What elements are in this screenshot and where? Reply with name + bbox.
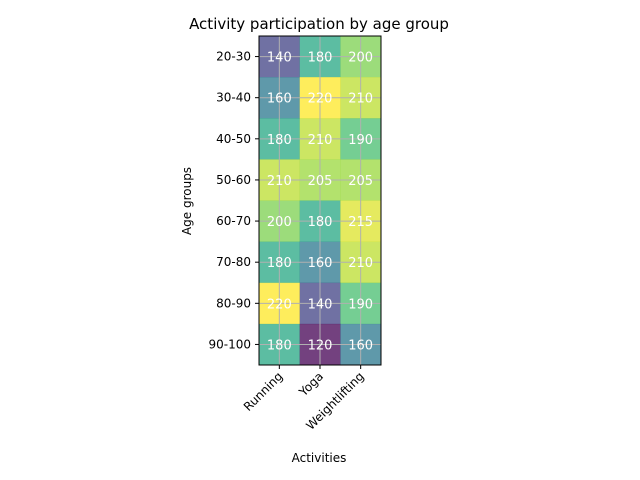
cell-value-label: 210: [308, 133, 333, 148]
cell-value-label: 180: [308, 215, 333, 230]
cell-value-label: 190: [348, 297, 373, 312]
cell-value-label: 210: [348, 92, 373, 107]
cell-value-label: 210: [348, 256, 373, 271]
y-tick-label: 50-60: [216, 173, 251, 187]
cell-value-label: 140: [308, 297, 333, 312]
cell-value-label: 180: [267, 133, 292, 148]
cell-value-label: 180: [267, 256, 292, 271]
x-tick-label: Yoga: [296, 369, 326, 399]
cell-value-label: 220: [308, 92, 333, 107]
x-tick-label: Running: [241, 369, 286, 414]
cell-value-label: 205: [348, 174, 373, 189]
cell-value-label: 200: [348, 51, 373, 66]
cell-value-label: 160: [267, 92, 292, 107]
cell-value-label: 180: [267, 338, 292, 353]
y-tick-label: 60-70: [216, 214, 251, 228]
cell-value-label: 120: [308, 338, 333, 353]
cell-value-label: 160: [308, 256, 333, 271]
cell-value-labels: 140 180 200 160 220 210 180 210 190 210 205 205 200 1…: [267, 51, 373, 354]
y-tick-label: 80-90: [216, 296, 251, 310]
cell-value-label: 200: [267, 215, 292, 230]
x-axis-label: Activities: [292, 451, 347, 465]
y-tick-label: 40-50: [216, 132, 251, 146]
y-axis-label: Age groups: [180, 167, 194, 235]
y-tick-label: 30-40: [216, 91, 251, 105]
y-axis-ticks: 20-30 30-40 40-50 50-60 60-70 70-80 80-90 90-10…: [208, 50, 259, 351]
cell-value-label: 220: [267, 297, 292, 312]
y-tick-label: 20-30: [216, 50, 251, 64]
cell-value-label: 215: [348, 215, 373, 230]
cell-value-label: 205: [308, 174, 333, 189]
y-tick-label: 90-100: [208, 337, 251, 351]
cell-value-label: 210: [267, 174, 292, 189]
grid-lines: [259, 36, 381, 365]
cell-value-label: 160: [348, 338, 373, 353]
cell-value-label: 140: [267, 51, 292, 66]
y-tick-label: 70-80: [216, 255, 251, 269]
chart-title: Activity participation by age group: [189, 15, 449, 33]
cell-value-label: 180: [308, 51, 333, 66]
cell-value-label: 190: [348, 133, 373, 148]
